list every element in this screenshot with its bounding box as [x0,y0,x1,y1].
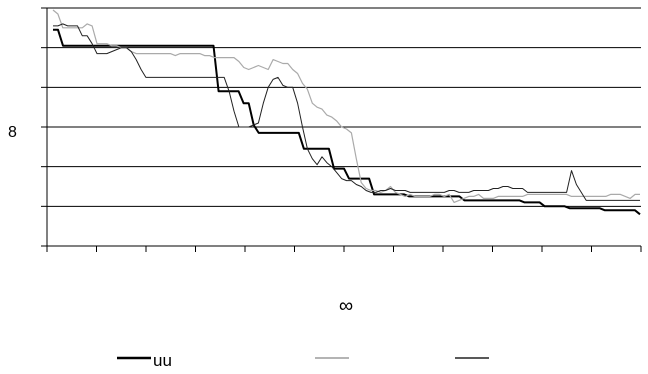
series-line-3 [53,23,640,201]
series-line-2 [52,9,640,203]
y-axis-ticks [41,7,47,247]
gridlines [47,7,641,207]
y-axis-label: 8 [8,124,17,141]
series-lines [52,9,641,216]
x-axis-ticks [46,246,642,252]
legend-label-1: uu [153,351,172,370]
legend: uu [117,351,489,370]
series-line-1 [53,28,641,216]
x-axis-label: ∞ [339,295,353,317]
